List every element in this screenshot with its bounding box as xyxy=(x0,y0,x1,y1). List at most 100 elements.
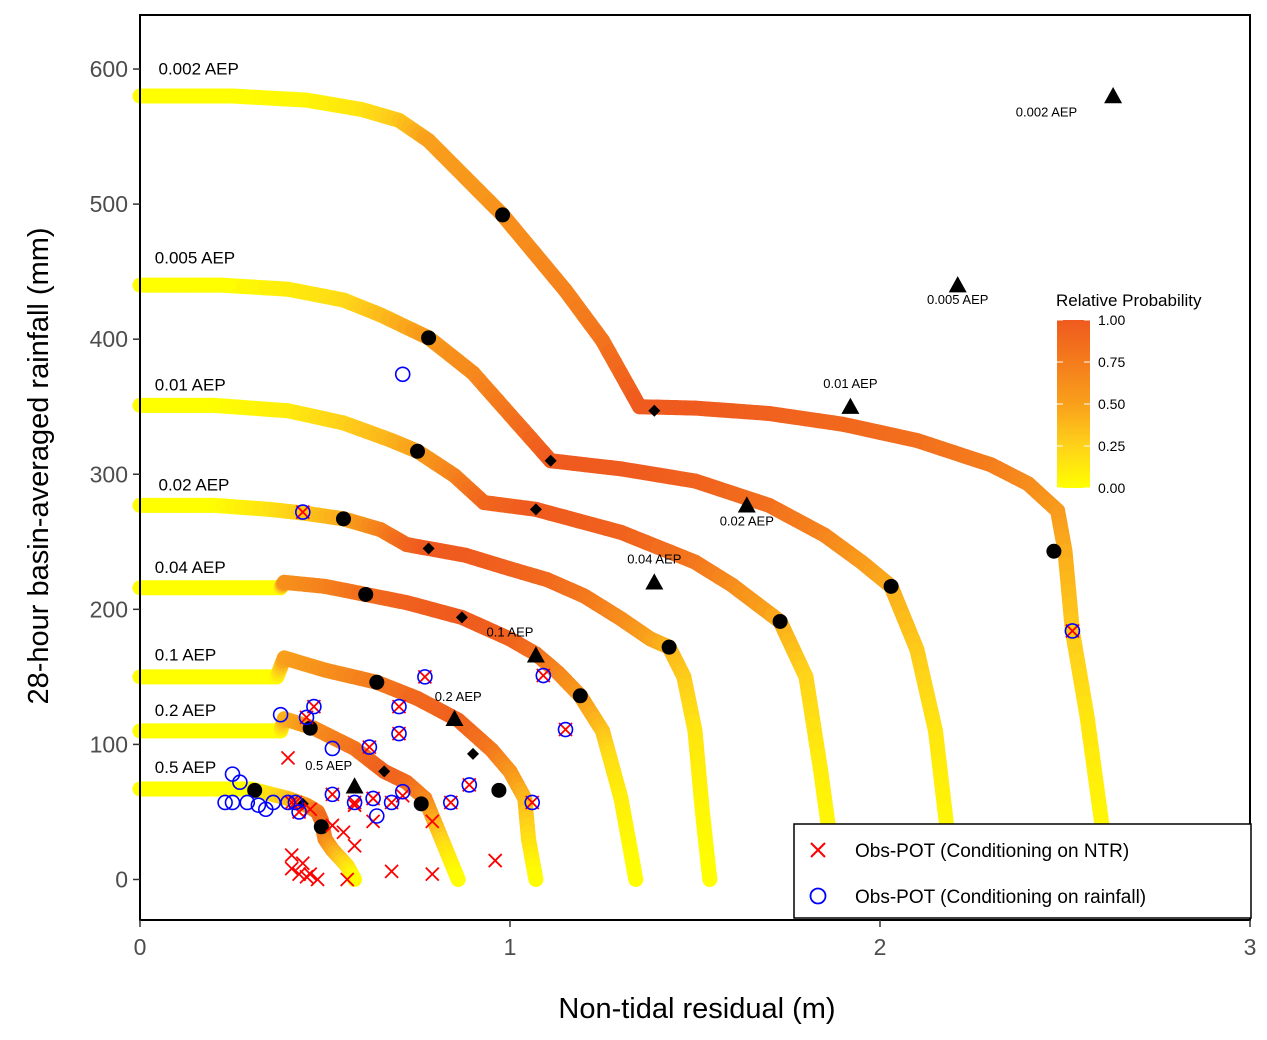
curve-dot xyxy=(167,279,180,292)
obs-rain-o-point xyxy=(324,786,341,803)
obs-ntr-x-point xyxy=(462,777,477,793)
marginal-aep-label: 0.02 AEP xyxy=(720,514,774,529)
black-circle-point xyxy=(369,674,385,690)
x-stroke xyxy=(340,872,355,887)
x-stroke xyxy=(295,856,310,871)
curve-dot xyxy=(211,279,224,292)
curve-0-5-AEP xyxy=(132,781,363,887)
obs-rain-o-point xyxy=(250,797,267,813)
curve-label: 0.5 AEP xyxy=(155,758,216,777)
black-circle-point xyxy=(572,688,588,704)
curve-label: 0.005 AEP xyxy=(155,249,235,268)
obs-ntr-x-point xyxy=(525,795,540,810)
black-circle-point xyxy=(336,511,351,527)
x-tick-label: 1 xyxy=(504,934,517,960)
marginal-aep-label: 0.04 AEP xyxy=(627,551,681,566)
obs-ntr-x-point xyxy=(336,825,351,840)
x-stroke xyxy=(384,864,399,879)
x-stroke xyxy=(291,804,307,820)
obs-ntr-x-point xyxy=(1065,623,1080,639)
legend-label-ntr: Obs-POT (Conditioning on NTR) xyxy=(855,841,1129,862)
obs-rain-o-point xyxy=(394,783,411,800)
x-stroke xyxy=(291,866,307,882)
x-stroke xyxy=(443,795,458,810)
obs-ntr-x-point xyxy=(295,504,310,520)
obs-rain-o-point xyxy=(535,667,552,684)
curve-label: 0.01 AEP xyxy=(155,376,226,395)
diamond-point xyxy=(422,542,435,555)
obs-ntr-x-point xyxy=(325,818,340,833)
obs-ntr-x-point xyxy=(303,866,318,882)
colorbar-tick-label: 0.50 xyxy=(1098,396,1125,412)
obs-rain-o-point xyxy=(383,794,400,811)
obs-rain-o-point xyxy=(394,366,411,383)
x-stroke xyxy=(365,791,381,806)
x-stroke xyxy=(362,739,377,755)
curve-segment xyxy=(345,869,363,887)
x-stroke xyxy=(347,838,362,853)
colorbar-title: Relative Probability xyxy=(1056,291,1202,310)
x-stroke xyxy=(558,722,573,737)
obs-ntr-x-point xyxy=(295,856,310,871)
curve-dot xyxy=(167,90,180,103)
x-stroke xyxy=(525,795,540,810)
x-stroke xyxy=(488,853,503,868)
x-stroke xyxy=(384,795,399,810)
curve-dot xyxy=(178,279,191,292)
obs-rain-o-point xyxy=(324,740,341,757)
obs-rain-o-point xyxy=(391,698,407,715)
obs-rain-o-point xyxy=(239,794,256,811)
x-stroke xyxy=(391,726,407,741)
curve-dot xyxy=(204,90,217,103)
obs-rain-o-point xyxy=(391,725,407,742)
curve-0-002-AEP xyxy=(132,88,1117,887)
legend-o-symbol xyxy=(809,887,827,905)
colorbar-tick-label: 1.00 xyxy=(1098,312,1125,328)
obs-ntr-x-point xyxy=(325,787,340,802)
triangle-point xyxy=(841,397,860,414)
x-stroke xyxy=(425,814,440,829)
curve-label: 0.002 AEP xyxy=(159,59,239,78)
x-stroke xyxy=(347,798,362,813)
obs-rain-o-point xyxy=(365,790,381,807)
marginal-aep-label: 0.1 AEP xyxy=(487,624,534,639)
obs-ntr-x-point xyxy=(391,726,407,741)
obs-rain-o-point xyxy=(232,774,248,791)
triangle-point xyxy=(445,709,464,726)
obs-rain-o-point xyxy=(224,794,241,811)
y-tick-label: 500 xyxy=(90,191,128,217)
black-circle-point xyxy=(410,443,425,459)
obs-rain-o-point xyxy=(1064,623,1081,639)
x-stroke xyxy=(417,669,433,685)
obs-rain-o-point xyxy=(417,669,433,685)
plot-frame xyxy=(139,14,1251,921)
x-stroke xyxy=(1065,623,1080,639)
black-circle-point xyxy=(247,782,263,798)
legend: Obs-POT (Conditioning on NTR) Obs-POT (C… xyxy=(793,823,1252,919)
x-stroke xyxy=(462,777,477,793)
colorbar-tick-label: 0.00 xyxy=(1098,480,1125,496)
diamond-point xyxy=(467,747,479,760)
curve-label: 0.1 AEP xyxy=(155,646,216,665)
obs-rain-o-point xyxy=(298,709,315,726)
y-tick-label: 600 xyxy=(90,56,128,82)
obs-ntr-x-point xyxy=(425,814,440,829)
triangle-point xyxy=(526,646,545,663)
legend-x-symbol xyxy=(810,842,826,858)
obs-ntr-x-point xyxy=(425,866,440,882)
colorbar-tick-label: 0.25 xyxy=(1098,438,1125,454)
y-axis-title: 28-hour basin-averaged rainfall (mm) xyxy=(23,227,55,704)
obs-ntr-x-point xyxy=(284,861,299,876)
x-stroke xyxy=(336,825,351,840)
obs-ntr-x-point xyxy=(347,795,362,810)
curve-dot xyxy=(185,90,198,103)
black-circle-point xyxy=(358,586,374,602)
black-circle-point xyxy=(495,207,511,223)
obs-rain-o-point xyxy=(287,794,304,811)
obs-ntr-x-point xyxy=(347,838,362,853)
obs-ntr-x-point xyxy=(284,795,299,810)
obs-rain-o-point xyxy=(361,739,378,755)
y-tick-label: 400 xyxy=(90,326,128,352)
obs-ntr-x-point xyxy=(384,795,399,810)
axes: 0 1 2 3 0 100 200 300 400 500 600 xyxy=(90,14,1256,960)
